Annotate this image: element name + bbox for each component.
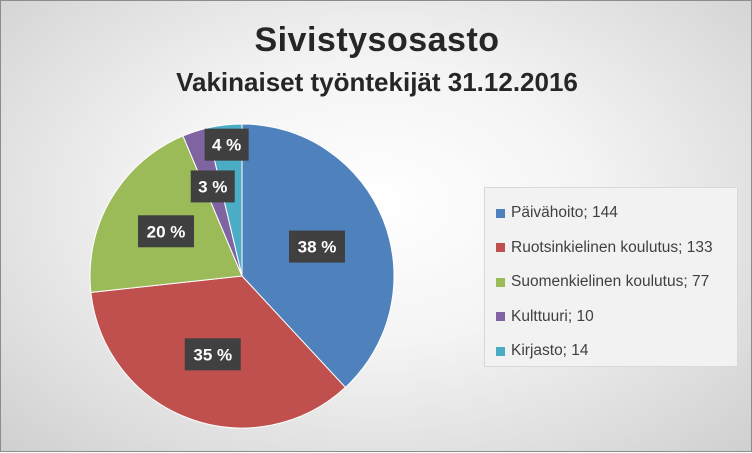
data-label-text: 4 % bbox=[212, 136, 241, 155]
pie-slice-suomenkielinen-koulutus bbox=[89, 135, 243, 293]
legend-swatch bbox=[496, 312, 505, 322]
data-label-kirjasto: 4 % bbox=[204, 128, 249, 161]
chart-title: Sivistysosasto bbox=[254, 21, 500, 59]
data-label-box bbox=[190, 170, 235, 203]
data-label-suomenkielinen-koulutus: 20 % bbox=[138, 215, 195, 248]
data-label-box bbox=[204, 128, 249, 161]
legend-item-kirjasto: Kirjasto; 14 bbox=[496, 334, 737, 369]
legend-item-suomenkielinen-koulutus: Suomenkielinen koulutus; 77 bbox=[496, 265, 737, 300]
legend-item-paivahoito: Päivähoito; 144 bbox=[496, 196, 737, 231]
legend-item-kulttuuri: Kulttuuri; 10 bbox=[496, 300, 737, 335]
data-label-paivahoito: 38 % bbox=[288, 230, 345, 263]
legend-item-ruotsinkielinen-koulutus: Ruotsinkielinen koulutus; 133 bbox=[496, 231, 737, 266]
data-label-box bbox=[288, 230, 345, 263]
legend-swatch bbox=[496, 208, 505, 218]
legend-label: Suomenkielinen koulutus; 77 bbox=[511, 273, 710, 291]
data-label-text: 38 % bbox=[298, 238, 337, 257]
data-label-box bbox=[138, 215, 195, 248]
data-label-text: 35 % bbox=[193, 345, 232, 364]
legend-label: Ruotsinkielinen koulutus; 133 bbox=[511, 238, 713, 256]
data-label-text: 3 % bbox=[198, 177, 227, 196]
legend-label: Kirjasto; 14 bbox=[511, 342, 589, 360]
chart-subtitle: Vakinaiset työntekijät 31.12.2016 bbox=[176, 67, 578, 97]
data-label-ruotsinkielinen-koulutus: 35 % bbox=[184, 338, 241, 371]
data-label-box bbox=[184, 338, 241, 371]
legend-swatch bbox=[496, 277, 505, 287]
legend-label: Päivähoito; 144 bbox=[511, 204, 618, 222]
legend: Päivähoito; 144 Ruotsinkielinen koulutus… bbox=[484, 187, 738, 367]
legend-swatch bbox=[496, 243, 505, 253]
data-label-kulttuuri: 3 % bbox=[190, 170, 235, 203]
data-label-text: 20 % bbox=[147, 222, 186, 241]
legend-label: Kulttuuri; 10 bbox=[511, 307, 594, 325]
legend-swatch bbox=[496, 346, 505, 356]
